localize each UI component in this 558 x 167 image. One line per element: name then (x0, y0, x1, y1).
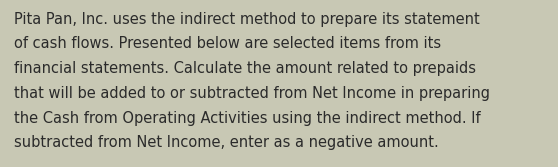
Text: the Cash from Operating Activities using the indirect method. If: the Cash from Operating Activities using… (14, 111, 480, 126)
Text: that will be added to or subtracted from Net Income in preparing: that will be added to or subtracted from… (14, 86, 490, 101)
Text: Pita Pan, Inc. uses the indirect method to prepare its statement: Pita Pan, Inc. uses the indirect method … (14, 12, 480, 27)
Text: financial statements. Calculate the amount related to prepaids: financial statements. Calculate the amou… (14, 61, 476, 76)
Text: of cash flows. Presented below are selected items from its: of cash flows. Presented below are selec… (14, 36, 441, 51)
Text: subtracted from Net Income, enter as a negative amount.: subtracted from Net Income, enter as a n… (14, 135, 439, 150)
